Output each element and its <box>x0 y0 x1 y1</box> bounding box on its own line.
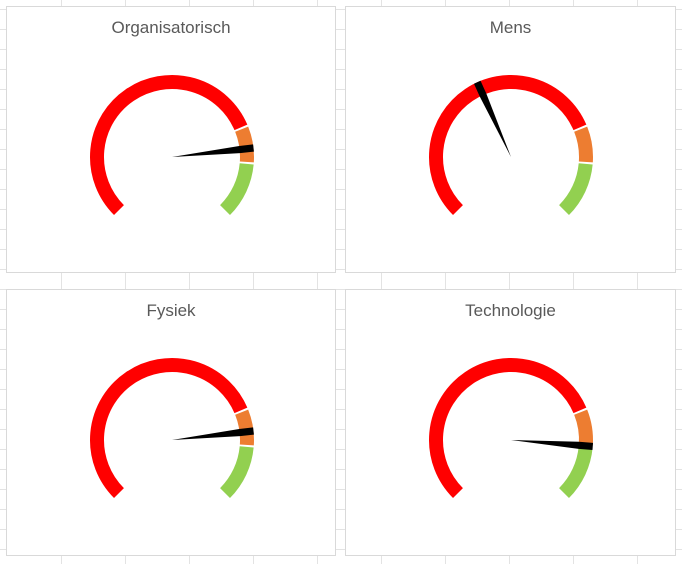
gauge-segment-1 <box>574 409 593 446</box>
gauge-segment-0 <box>429 75 587 215</box>
gauge-chart-mens[interactable]: Mens <box>345 6 676 273</box>
gauge-segment-0 <box>90 75 248 215</box>
gauge-svg <box>90 75 254 215</box>
gauge-needle <box>511 440 594 451</box>
gauge-needle <box>172 427 254 440</box>
chart-title: Mens <box>489 18 532 37</box>
gauge-segment-0 <box>90 358 248 498</box>
gauge-segment-2 <box>558 445 593 498</box>
gauge-segment-0 <box>429 358 587 498</box>
chart-title: Technologie <box>465 301 556 320</box>
gauge-segment-1 <box>574 126 593 163</box>
gauge-svg <box>90 358 254 498</box>
gauge-chart-fysiek[interactable]: Fysiek <box>6 289 336 556</box>
chart-title: Fysiek <box>146 301 196 320</box>
chart-title: Organisatorisch <box>111 18 231 37</box>
gauge-chart-technologie[interactable]: Technologie <box>345 289 676 556</box>
gauge-segment-2 <box>558 162 593 215</box>
gauge-segment-2 <box>219 445 254 498</box>
gauge-needle <box>172 144 254 157</box>
gauge-svg <box>429 75 593 215</box>
gauge-needle <box>473 80 511 157</box>
gauge-chart-organisatorisch[interactable]: Organisatorisch <box>6 6 336 273</box>
gauge-segment-2 <box>219 162 254 215</box>
gauge-svg <box>429 358 594 498</box>
